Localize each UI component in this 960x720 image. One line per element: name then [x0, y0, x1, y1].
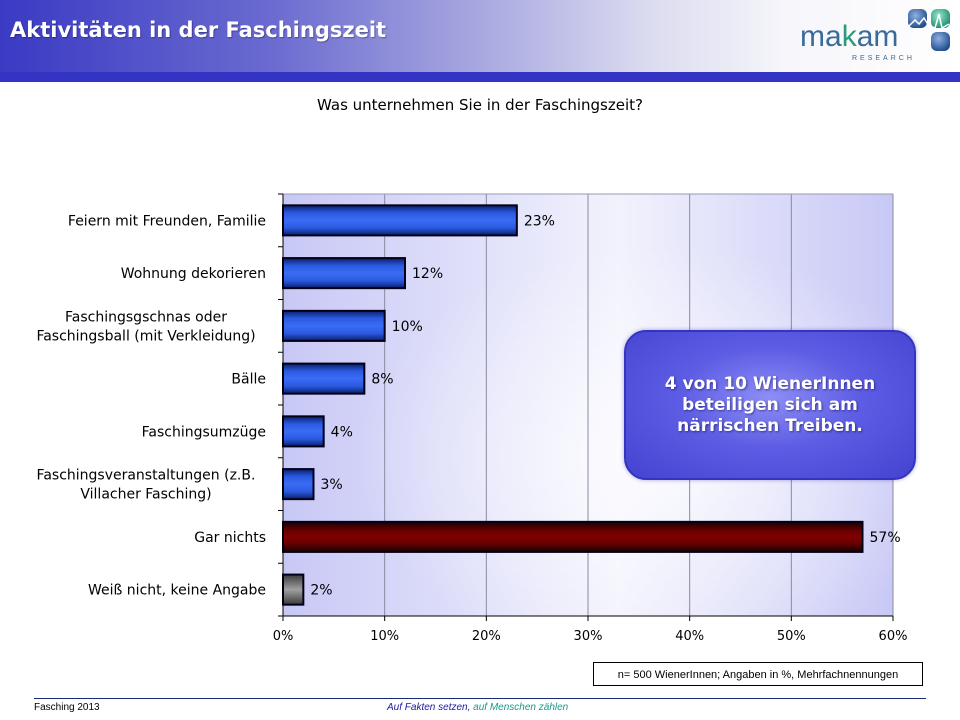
logo-subtitle: RESEARCH [852, 55, 915, 62]
bar-value-label: 2% [310, 583, 332, 599]
x-tick-label: 0% [273, 629, 294, 644]
callout-box: 4 von 10 WienerInnen beteiligen sich am … [624, 330, 916, 480]
x-tick-label: 50% [777, 629, 806, 644]
bar-value-label: 10% [392, 319, 423, 335]
bar [282, 573, 305, 606]
category-label-line: Faschingsveranstaltungen (z.B. [37, 468, 256, 484]
category-label-line: Weiß nicht, keine Angabe [88, 583, 266, 599]
callout-line: närrischen Treiben. [677, 415, 863, 436]
category-label-line: Faschingsgschnas oder [65, 309, 227, 325]
bar [282, 257, 406, 290]
x-tick-label: 10% [370, 629, 399, 644]
category-label: Wohnung dekorieren [121, 266, 266, 282]
x-tick-label: 20% [472, 629, 501, 644]
category-label: Faschingsumzüge [142, 424, 266, 440]
header-bar [0, 72, 960, 82]
x-tick-label: 40% [675, 629, 704, 644]
bar-value-label: 3% [321, 477, 343, 493]
page-title: Aktivitäten in der Faschingszeit [10, 18, 387, 42]
bar-value-label: 8% [371, 372, 393, 388]
bar [282, 468, 315, 501]
category-label-line: Faschingsumzüge [142, 424, 266, 440]
footer-label: Fasching 2013 [34, 702, 100, 713]
makam-logo: makam RESEARCH [800, 4, 956, 66]
category-label-line: Faschingsball (mit Verkleidung) [36, 328, 255, 344]
sample-note: n= 500 WienerInnen; Angaben in %, Mehrfa… [593, 662, 923, 686]
x-tick-label: 60% [879, 629, 908, 644]
header-banner: Aktivitäten in der Faschingszeit makam R… [0, 0, 960, 72]
category-label-line: Bälle [231, 372, 266, 388]
footer-slogan: Auf Fakten setzen, auf Menschen zählen [387, 702, 569, 713]
bar-value-label: 4% [331, 424, 353, 440]
category-label: Gar nichts [194, 530, 266, 546]
bar-value-label: 12% [412, 266, 443, 282]
category-label: Weiß nicht, keine Angabe [88, 583, 266, 599]
chart-title: Was unternehmen Sie in der Faschingszeit… [317, 96, 643, 114]
logo-mark-icon [908, 9, 950, 51]
category-label: Faschingsveranstaltungen (z.B. Villacher … [37, 468, 256, 503]
bar [282, 362, 366, 395]
category-label-line: Wohnung dekorieren [121, 266, 266, 282]
bar [282, 520, 864, 553]
footer-divider [34, 698, 926, 699]
callout-line: 4 von 10 WienerInnen [664, 373, 876, 394]
category-label-line: Villacher Fasching) [80, 487, 211, 503]
category-label-line: Gar nichts [194, 530, 266, 546]
category-label: Faschingsgschnas oder Faschingsball (mit … [36, 309, 255, 344]
category-label: Bälle [231, 372, 266, 388]
callout-line: beteiligen sich am [682, 394, 858, 415]
bar [282, 309, 386, 342]
callout-text: 4 von 10 WienerInnen beteiligen sich am … [665, 374, 875, 437]
category-label: Feiern mit Freunden, Familie [68, 213, 266, 229]
bar [282, 415, 325, 448]
bar [282, 204, 518, 237]
bar-value-label: 23% [524, 213, 555, 229]
category-label-line: Feiern mit Freunden, Familie [68, 213, 266, 229]
logo-wordmark: makam [800, 20, 899, 53]
x-tick-label: 30% [574, 629, 603, 644]
bar-value-label: 57% [870, 530, 901, 546]
